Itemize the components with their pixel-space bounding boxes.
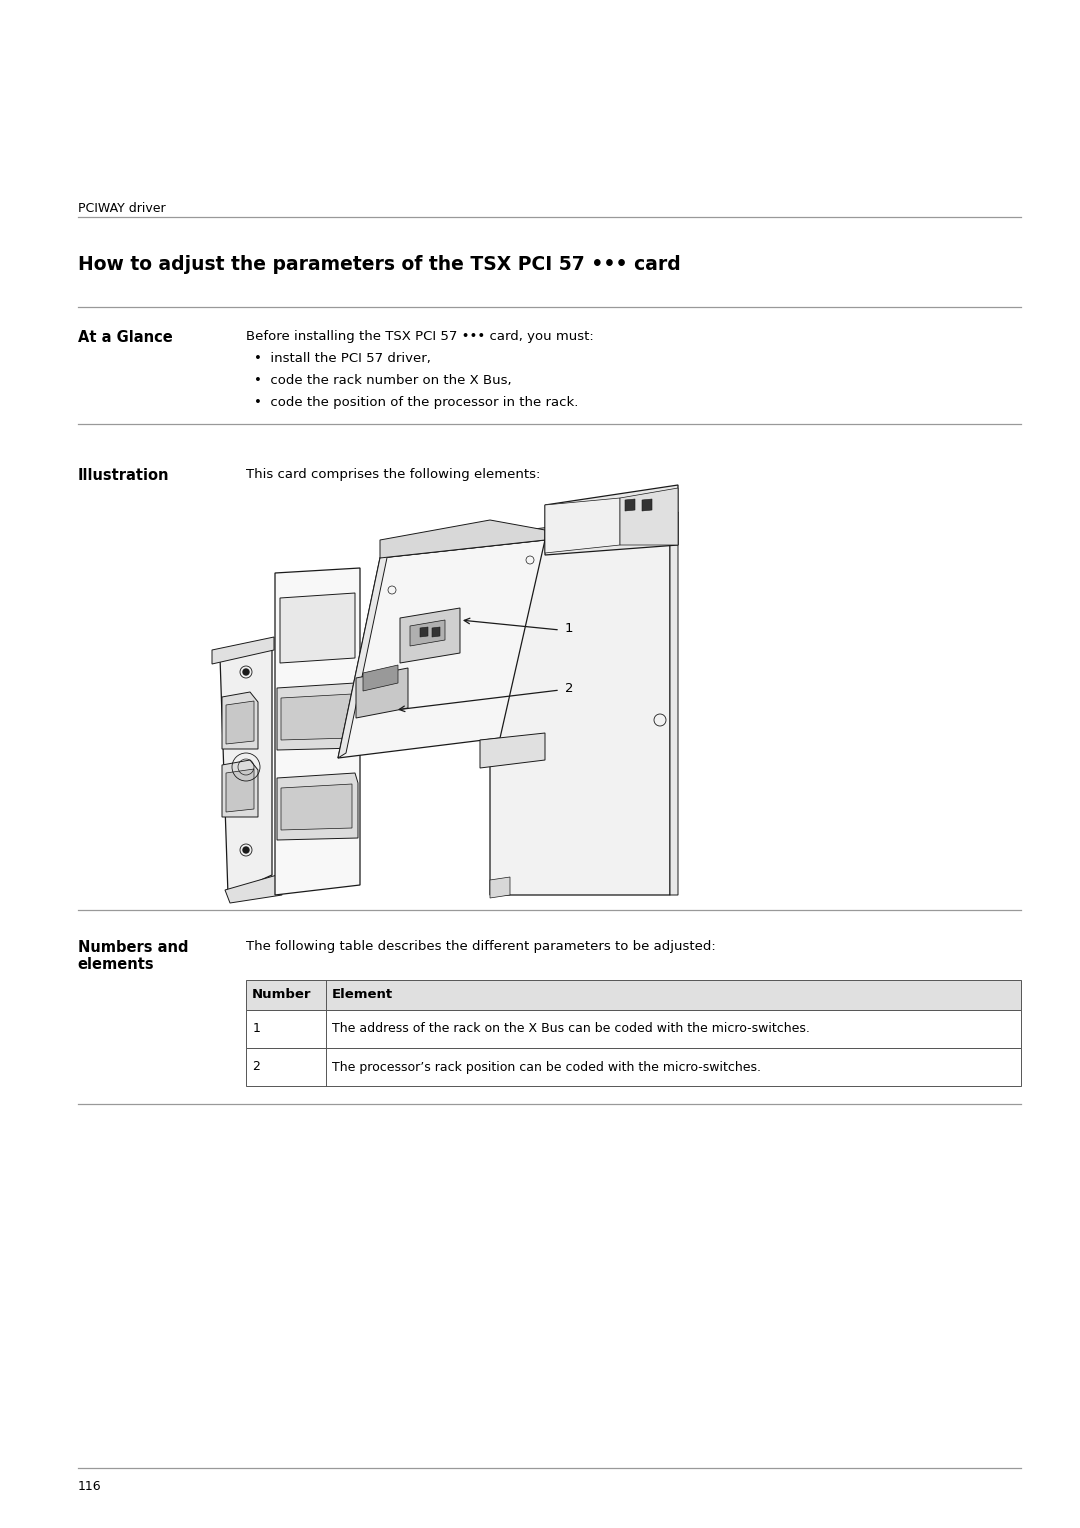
Text: The processor’s rack position can be coded with the micro-switches.: The processor’s rack position can be cod…: [333, 1060, 761, 1074]
Polygon shape: [356, 668, 408, 718]
Polygon shape: [225, 876, 282, 903]
Polygon shape: [338, 539, 545, 758]
Text: Numbers and
elements: Numbers and elements: [78, 940, 188, 972]
Polygon shape: [281, 784, 352, 830]
Polygon shape: [670, 512, 678, 895]
Polygon shape: [220, 642, 272, 895]
Polygon shape: [380, 535, 553, 558]
Text: This card comprises the following elements:: This card comprises the following elemen…: [246, 468, 541, 481]
Polygon shape: [625, 500, 635, 510]
Polygon shape: [642, 500, 652, 510]
Text: PCIWAY driver: PCIWAY driver: [78, 202, 165, 215]
Bar: [246, 1048, 1021, 1086]
Polygon shape: [380, 520, 545, 558]
Text: 116: 116: [78, 1481, 102, 1493]
Polygon shape: [490, 512, 678, 539]
Text: The following table describes the different parameters to be adjusted:: The following table describes the differ…: [246, 940, 716, 953]
Polygon shape: [545, 484, 678, 555]
Polygon shape: [222, 759, 258, 817]
Text: 2: 2: [253, 1060, 260, 1074]
Text: •  code the rack number on the X Bus,: • code the rack number on the X Bus,: [254, 374, 512, 387]
Polygon shape: [226, 769, 254, 811]
Text: 1: 1: [565, 622, 573, 634]
Text: At a Glance: At a Glance: [78, 330, 173, 345]
Text: How to adjust the parameters of the TSX PCI 57 ••• card: How to adjust the parameters of the TSX …: [78, 255, 680, 274]
Polygon shape: [620, 487, 678, 545]
Polygon shape: [490, 877, 510, 898]
Circle shape: [243, 847, 249, 853]
Text: Before installing the TSX PCI 57 ••• card, you must:: Before installing the TSX PCI 57 ••• car…: [246, 330, 594, 342]
Text: 2: 2: [565, 681, 573, 695]
Polygon shape: [410, 620, 445, 646]
Polygon shape: [400, 608, 460, 663]
Polygon shape: [363, 665, 399, 691]
Polygon shape: [212, 637, 274, 665]
Text: 1: 1: [253, 1022, 260, 1036]
Polygon shape: [226, 701, 254, 744]
Polygon shape: [276, 683, 357, 750]
Polygon shape: [420, 626, 428, 637]
Polygon shape: [338, 553, 388, 758]
Text: The address of the rack on the X Bus can be coded with the micro-switches.: The address of the rack on the X Bus can…: [333, 1022, 810, 1036]
Text: Number: Number: [253, 989, 312, 1001]
Polygon shape: [281, 694, 352, 740]
Polygon shape: [280, 593, 355, 663]
Polygon shape: [222, 692, 258, 749]
Bar: [246, 1010, 1021, 1048]
Polygon shape: [490, 536, 510, 558]
Text: •  code the position of the processor in the rack.: • code the position of the processor in …: [254, 396, 579, 410]
Polygon shape: [490, 518, 670, 895]
Polygon shape: [276, 773, 357, 840]
Polygon shape: [275, 568, 360, 895]
Polygon shape: [480, 733, 545, 769]
Bar: [246, 979, 1021, 1010]
Text: Illustration: Illustration: [78, 468, 170, 483]
Circle shape: [243, 669, 249, 675]
Text: Element: Element: [333, 989, 393, 1001]
Text: •  install the PCI 57 driver,: • install the PCI 57 driver,: [254, 351, 431, 365]
Polygon shape: [545, 498, 620, 553]
Polygon shape: [432, 626, 440, 637]
